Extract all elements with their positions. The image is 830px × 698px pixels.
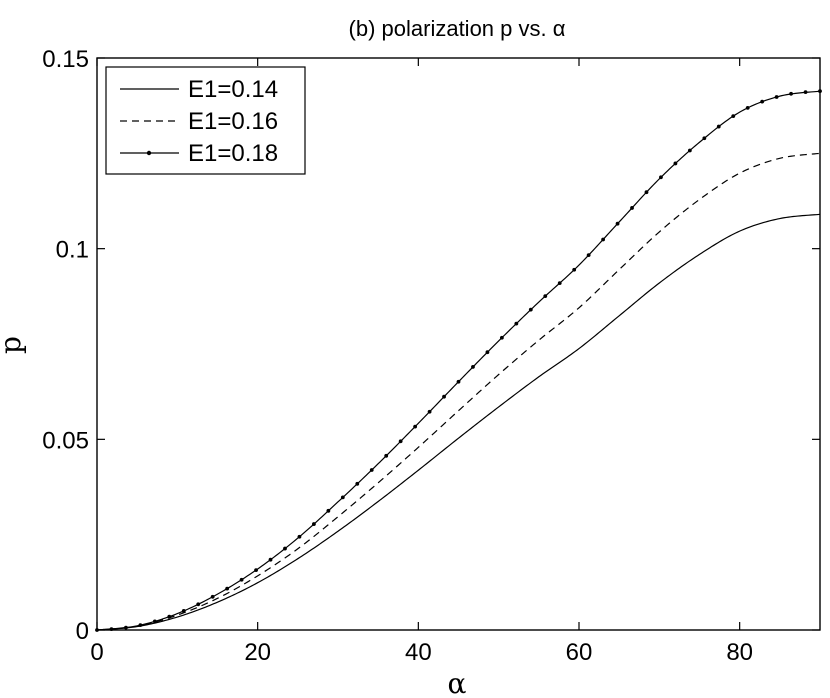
series-marker [702,136,707,141]
series-marker [543,294,548,298]
x-tick-label: 0 [90,639,103,666]
series-marker [760,99,765,104]
series-marker [398,439,403,444]
x-tick-label: 20 [244,639,271,666]
series-marker [442,394,446,399]
series-marker [109,627,114,632]
series-marker [774,95,779,99]
y-axis-title: p [0,336,27,354]
series-marker [283,546,287,551]
series-line-1 [96,152,821,631]
series-marker [181,609,186,613]
series-marker [239,577,244,582]
series-marker [687,148,692,153]
series-marker [659,175,663,180]
x-tick-label: 40 [405,639,432,666]
series-marker [586,253,591,258]
legend-label: E1=0.14 [188,76,278,103]
series-marker [716,124,721,129]
y-tick-label: 0.05 [42,427,89,454]
series-markers-2 [95,89,822,632]
series-marker [355,481,360,486]
series-marker [210,594,215,599]
series-marker [485,350,490,355]
legend-box [105,66,306,175]
series-marker [268,557,273,562]
series-marker [138,623,143,628]
series-marker [528,307,533,312]
series-marker [557,281,562,285]
series-marker [456,379,461,384]
series-marker [196,602,201,607]
series-marker [673,161,678,166]
y-tick-label: 0.15 [42,46,89,73]
series-marker [312,522,316,526]
series-marker [95,628,99,632]
series-marker [167,614,172,619]
legend-label: E1=0.18 [188,140,278,167]
series-marker [572,267,577,272]
y-tick-label: 0 [76,618,89,645]
legend: E1=0.14 E1=0.16 E1=0.18 [105,66,306,175]
plot-frame [96,57,821,631]
series-marker [630,206,634,210]
series-marker [803,90,808,95]
series-marker [514,321,519,326]
series-marker [818,89,822,94]
series-marker [615,221,620,226]
series-marker [745,105,750,110]
chart-title: (b) polarization p vs. α [349,16,566,41]
series-marker [789,91,793,96]
series-marker [731,114,736,118]
x-axis-title: α [448,667,467,698]
series-marker [384,453,389,458]
series-marker [369,468,374,472]
legend-marker [146,150,152,156]
series-marker [340,495,345,500]
series-marker [499,335,504,340]
x-tick-label: 80 [726,639,753,666]
series-marker [225,586,230,591]
series-marker [297,534,302,539]
axes-frame [96,57,821,631]
series-layer [95,89,822,632]
series-line-0 [96,213,821,631]
series-marker [254,568,258,572]
series-marker [471,365,475,369]
series-marker [413,424,418,429]
series-marker [601,237,605,242]
series-marker [427,409,432,414]
series-marker [152,619,157,624]
series-marker [326,508,331,513]
series-marker [644,190,649,195]
legend-label: E1=0.16 [188,108,278,135]
y-tick-label: 0.1 [56,237,89,264]
axis-ticks: 0 20 40 60 80 0 0.05 0.1 0.15 [42,46,820,666]
series-marker [124,625,128,630]
x-tick-label: 60 [566,639,593,666]
